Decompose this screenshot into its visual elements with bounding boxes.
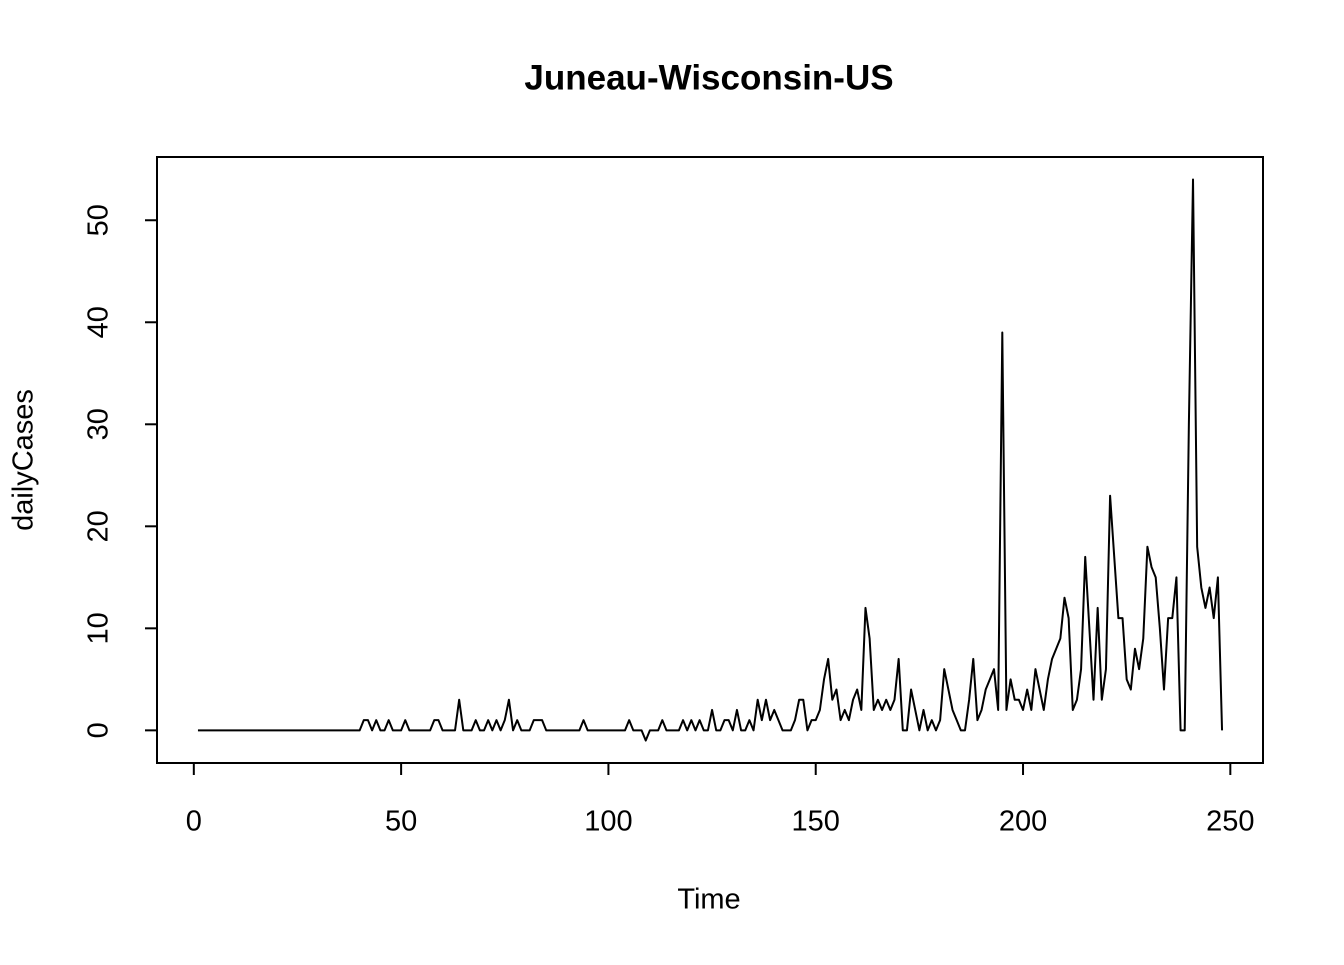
y-tick-label: 50: [83, 204, 115, 236]
x-axis-label: Time: [677, 884, 740, 916]
y-tick-label: 40: [83, 306, 115, 338]
x-tick-label: 250: [1206, 806, 1254, 838]
x-tick-label: 150: [792, 806, 840, 838]
y-tick-label: 30: [83, 408, 115, 440]
data-line: [197, 178, 1224, 742]
y-axis-label: dailyCases: [8, 389, 40, 531]
y-tick-label: 10: [83, 612, 115, 644]
chart-title: Juneau-Wisconsin-US: [524, 58, 893, 97]
x-tick-label: 200: [999, 806, 1047, 838]
x-tick-label: 0: [186, 806, 202, 838]
y-tick-label: 0: [83, 722, 115, 738]
x-tick-label: 50: [385, 806, 417, 838]
y-tick-label: 20: [83, 510, 115, 542]
x-tick-label: 100: [584, 806, 632, 838]
